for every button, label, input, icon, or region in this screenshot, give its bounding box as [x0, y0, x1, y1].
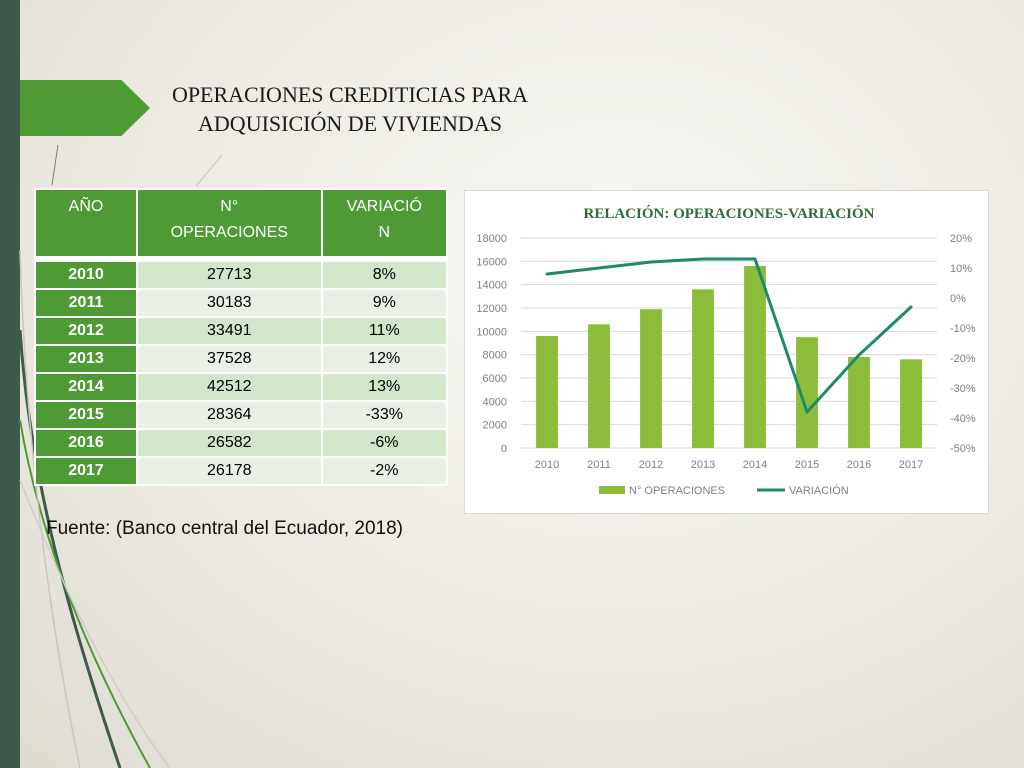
table-row: 2016 26582 -6%	[34, 428, 449, 458]
title-line-2: ADQUISICIÓN DE VIVIENDAS	[198, 111, 502, 136]
cell-operations: 42512	[136, 372, 323, 402]
y-right-tick-label: -40%	[950, 413, 976, 425]
cell-operations: 37528	[136, 344, 323, 374]
table-row: 2015 28364 -33%	[34, 400, 449, 430]
y-left-tick-label: 2000	[483, 420, 507, 432]
title-line-1: OPERACIONES CREDITICIAS PARA	[171, 82, 529, 107]
line-point	[597, 266, 601, 270]
cell-variation: -6%	[320, 428, 449, 458]
cell-operations: 26178	[136, 456, 323, 486]
table-row: 2017 26178 -2%	[34, 456, 449, 486]
line-point	[805, 410, 809, 414]
bar	[900, 359, 922, 448]
y-right-tick-label: -50%	[950, 443, 976, 455]
x-tick-label: 2015	[795, 459, 819, 471]
table-row: 2012 33491 11%	[34, 316, 449, 346]
header-operations: N° OPERACIONES	[136, 188, 323, 260]
line-point	[545, 272, 549, 276]
x-tick-label: 2014	[743, 459, 767, 471]
cell-operations: 27713	[136, 256, 323, 290]
cell-year: 2012	[34, 316, 138, 346]
line-point	[649, 260, 653, 264]
cell-year: 2017	[34, 456, 138, 486]
bar	[848, 357, 870, 448]
x-tick-label: 2011	[587, 459, 611, 471]
cell-year: 2016	[34, 428, 138, 458]
cell-variation: 11%	[320, 316, 449, 346]
cell-variation: 12%	[320, 344, 449, 374]
y-right-tick-label: 0%	[950, 293, 966, 305]
x-tick-label: 2013	[691, 459, 715, 471]
cell-variation: -33%	[320, 400, 449, 430]
table-row: 2014 42512 13%	[34, 372, 449, 402]
cell-operations: 33491	[136, 316, 323, 346]
cell-variation: 8%	[320, 256, 449, 290]
table-row: 2011 30183 9%	[34, 288, 449, 318]
left-accent-bar	[0, 0, 20, 768]
combo-chart: RELACIÓN: OPERACIONES-VARIACIÓN 0 2000 4000…	[476, 205, 976, 497]
variation-line	[546, 257, 913, 414]
header-year: AÑO	[34, 188, 138, 260]
y-left-tick-label: 18000	[476, 233, 507, 245]
legend-label-operations: N° OPERACIONES	[629, 485, 725, 497]
y-left-tick-label: 0	[501, 443, 507, 455]
x-tick-label: 2017	[899, 459, 923, 471]
cell-variation: 13%	[320, 372, 449, 402]
y-left-tick-label: 14000	[476, 280, 507, 292]
operations-table: AÑO N° OPERACIONES VARIACIÓ N 2010 27713 8% 2…	[34, 188, 449, 486]
y-right-tick-label: -20%	[950, 353, 976, 365]
line-point	[857, 353, 861, 357]
cell-year: 2011	[34, 288, 138, 318]
x-tick-label: 2010	[535, 459, 559, 471]
y-left-tick-label: 10000	[476, 326, 507, 338]
x-tick-label: 2012	[639, 459, 663, 471]
cell-year: 2010	[34, 256, 138, 290]
cell-year: 2014	[34, 372, 138, 402]
y-right-tick-label: 20%	[950, 233, 972, 245]
line-point	[701, 257, 705, 261]
y-left-tick-label: 8000	[483, 350, 507, 362]
legend-swatch-bar	[599, 486, 625, 494]
y-right-tick-label: -10%	[950, 323, 976, 335]
table-header-row: AÑO N° OPERACIONES VARIACIÓ N	[34, 188, 449, 260]
table-row: 2010 27713 8%	[34, 256, 449, 290]
chart-container: RELACIÓN: OPERACIONES-VARIACIÓN 0 2000 4000…	[464, 190, 989, 514]
chart-title: RELACIÓN: OPERACIONES-VARIACIÓN	[583, 205, 874, 222]
x-tick-label: 2016	[847, 459, 871, 471]
y-left-tick-label: 16000	[476, 256, 507, 268]
line-point	[909, 305, 913, 309]
source-note: Fuente: (Banco central del Ecuador, 2018…	[46, 518, 404, 539]
bar	[692, 289, 714, 448]
slide-title: OPERACIONES CREDITICIAS PARA ADQUISICIÓN…	[140, 80, 560, 138]
bar	[536, 336, 558, 448]
cell-year: 2013	[34, 344, 138, 374]
y-left-tick-label: 12000	[476, 303, 507, 315]
bar	[588, 324, 610, 448]
cell-operations: 28364	[136, 400, 323, 430]
cell-operations: 30183	[136, 288, 323, 318]
cell-variation: -2%	[320, 456, 449, 486]
y-right-tick-label: 10%	[950, 263, 972, 275]
line-point	[753, 257, 757, 261]
legend-label-variation: VARIACIÓN	[789, 484, 849, 497]
title-arrow-shape	[20, 80, 150, 136]
bar	[796, 337, 818, 448]
bar	[640, 309, 662, 448]
cell-year: 2015	[34, 400, 138, 430]
y-right-tick-label: -30%	[950, 383, 976, 395]
header-variation: VARIACIÓ N	[320, 188, 449, 260]
table-row: 2013 37528 12%	[34, 344, 449, 374]
cell-variation: 9%	[320, 288, 449, 318]
bar	[744, 266, 766, 448]
y-left-tick-label: 6000	[483, 373, 507, 385]
cell-operations: 26582	[136, 428, 323, 458]
y-left-tick-label: 4000	[483, 396, 507, 408]
